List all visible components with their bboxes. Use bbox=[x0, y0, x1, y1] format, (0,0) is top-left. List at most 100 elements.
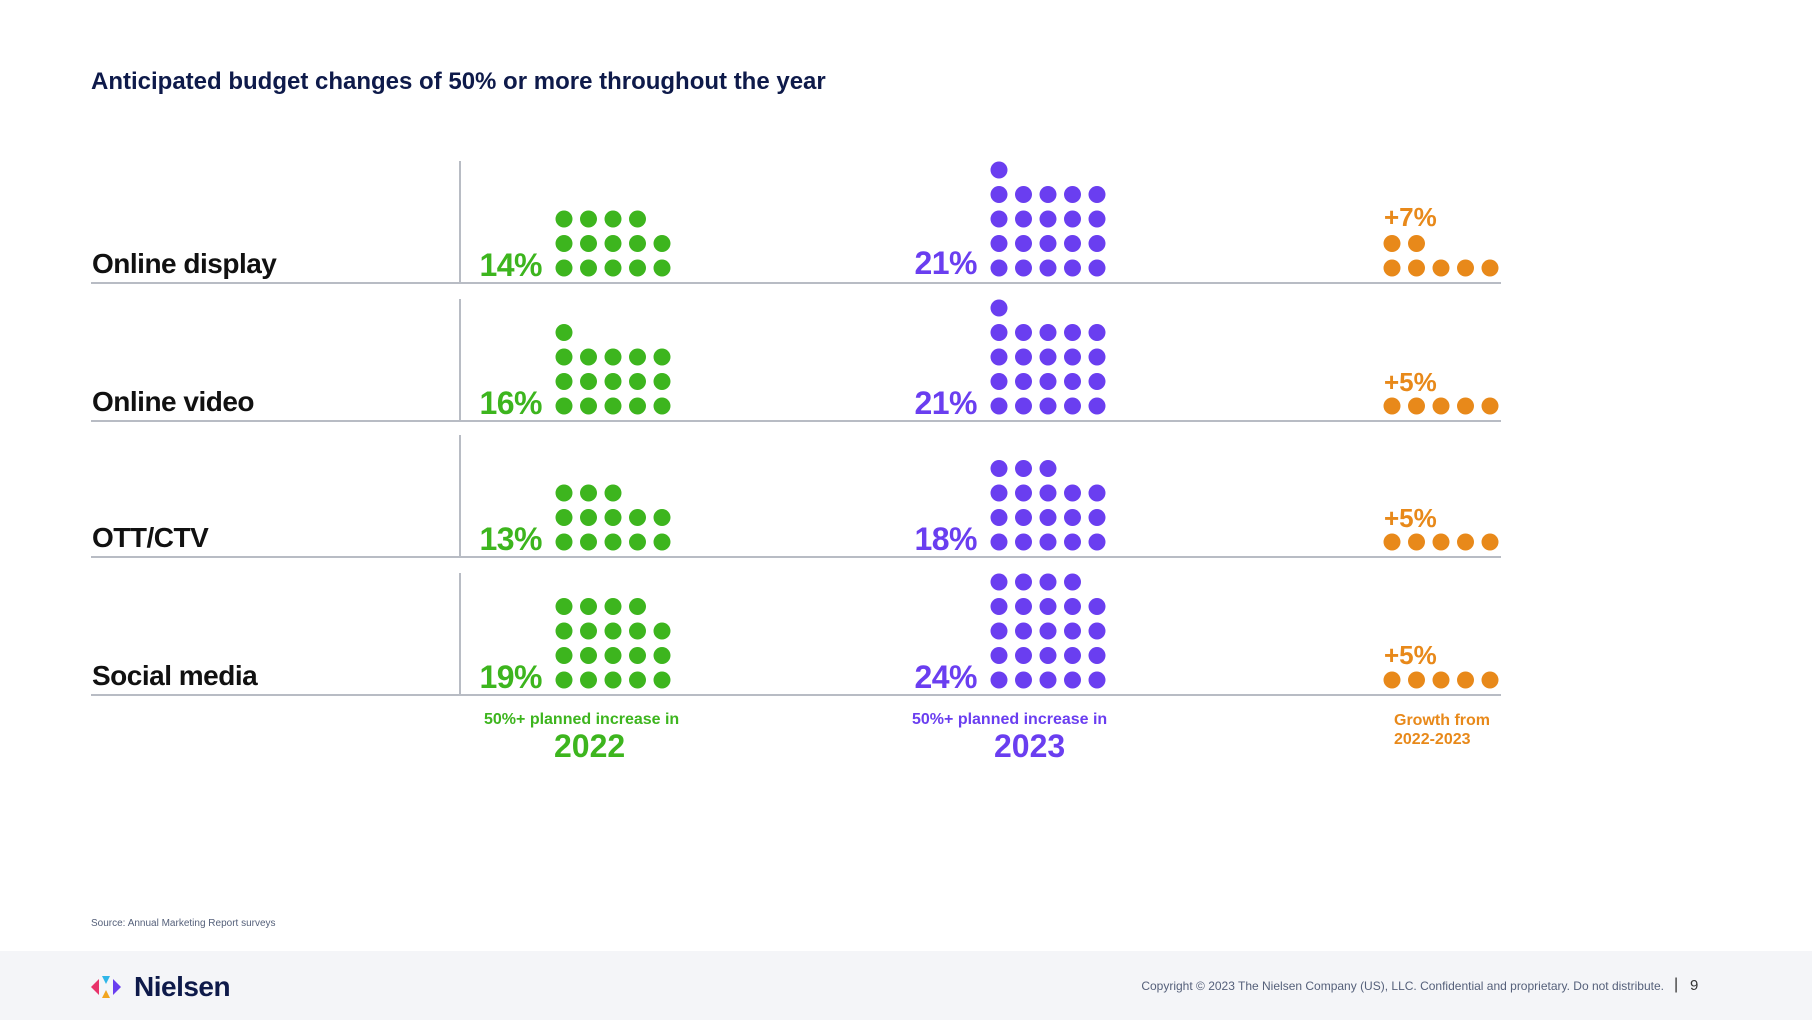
dots-2022-ott-ctv bbox=[555, 484, 671, 551]
dot bbox=[1015, 324, 1032, 341]
dot bbox=[1039, 259, 1057, 277]
nielsen-logo-icon bbox=[91, 976, 121, 998]
dot bbox=[653, 373, 671, 390]
dot bbox=[1015, 397, 1032, 415]
dot bbox=[1088, 348, 1106, 366]
dot bbox=[555, 324, 573, 341]
dot bbox=[1481, 533, 1499, 551]
nielsen-logo: Nielsen bbox=[90, 971, 231, 1002]
dot bbox=[1064, 186, 1081, 203]
dot bbox=[1015, 348, 1032, 366]
dot bbox=[653, 622, 671, 640]
dot bbox=[629, 671, 646, 689]
dot bbox=[1039, 235, 1057, 252]
dot bbox=[1064, 509, 1081, 526]
dot bbox=[1383, 533, 1401, 551]
dot bbox=[653, 397, 671, 415]
dot bbox=[653, 671, 671, 689]
dot bbox=[1039, 671, 1057, 689]
dot bbox=[555, 484, 573, 502]
dot bbox=[1015, 573, 1032, 591]
dot bbox=[1039, 533, 1057, 551]
dot bbox=[580, 373, 597, 390]
dot bbox=[1088, 671, 1106, 689]
legend-growth-caption: Growth from bbox=[1394, 712, 1490, 729]
dot bbox=[990, 509, 1008, 526]
dot bbox=[555, 210, 573, 228]
dot bbox=[990, 235, 1008, 252]
dot bbox=[1039, 397, 1057, 415]
dot bbox=[653, 509, 671, 526]
dot bbox=[653, 647, 671, 664]
dot bbox=[1015, 671, 1032, 689]
dot bbox=[990, 460, 1008, 477]
dot bbox=[1064, 259, 1081, 277]
dot bbox=[555, 259, 573, 277]
dot bbox=[990, 484, 1008, 502]
dot bbox=[1481, 259, 1499, 277]
dot bbox=[1383, 397, 1401, 415]
dot bbox=[580, 348, 597, 366]
dot bbox=[629, 509, 646, 526]
legend-2023-year: 2023 bbox=[994, 728, 1066, 764]
dot bbox=[1039, 324, 1057, 341]
dot bbox=[604, 348, 622, 366]
dot bbox=[1015, 509, 1032, 526]
dot bbox=[1015, 622, 1032, 640]
dot bbox=[1064, 210, 1081, 228]
dot bbox=[604, 235, 622, 252]
footer-bar bbox=[0, 951, 1812, 1020]
dot bbox=[990, 161, 1008, 179]
dot bbox=[1088, 622, 1106, 640]
dot bbox=[1064, 671, 1081, 689]
dot bbox=[1457, 259, 1474, 277]
dot bbox=[1408, 533, 1425, 551]
dot bbox=[1408, 671, 1425, 689]
dot bbox=[1432, 533, 1450, 551]
dot bbox=[1457, 533, 1474, 551]
dot bbox=[1039, 373, 1057, 390]
dot bbox=[1015, 647, 1032, 664]
dot bbox=[1064, 348, 1081, 366]
legend-growth: Growth from 2022-2023 bbox=[1394, 711, 1490, 749]
value-2022-online-video: 16% bbox=[479, 385, 542, 421]
dot bbox=[580, 533, 597, 551]
legend-2023-caption: 50%+ planned increase in bbox=[912, 711, 1108, 728]
dot bbox=[990, 348, 1008, 366]
dot bbox=[1088, 373, 1106, 390]
dot bbox=[604, 622, 622, 640]
dot bbox=[555, 509, 573, 526]
dot bbox=[1015, 484, 1032, 502]
dot bbox=[653, 235, 671, 252]
dot bbox=[990, 373, 1008, 390]
dot bbox=[1088, 210, 1106, 228]
dot bbox=[1088, 533, 1106, 551]
dot bbox=[653, 533, 671, 551]
dot bbox=[1432, 671, 1450, 689]
dot bbox=[1064, 598, 1081, 615]
dot bbox=[990, 397, 1008, 415]
dot bbox=[1408, 235, 1425, 252]
dots-2023-social-media bbox=[990, 573, 1106, 689]
dot bbox=[604, 484, 622, 502]
dot bbox=[604, 373, 622, 390]
dot bbox=[1015, 598, 1032, 615]
dot bbox=[1039, 484, 1057, 502]
dot bbox=[629, 210, 646, 228]
dot bbox=[1383, 259, 1401, 277]
dot bbox=[580, 210, 597, 228]
dot bbox=[604, 671, 622, 689]
dot bbox=[1383, 671, 1401, 689]
dot bbox=[1015, 210, 1032, 228]
dot bbox=[1408, 397, 1425, 415]
dot bbox=[1039, 186, 1057, 203]
value-2022-social-media: 19% bbox=[479, 659, 542, 695]
row-label-online-video: Online video bbox=[92, 386, 255, 417]
dot bbox=[580, 647, 597, 664]
dot bbox=[1088, 598, 1106, 615]
dot bbox=[990, 299, 1008, 317]
dot bbox=[1064, 324, 1081, 341]
dot bbox=[580, 235, 597, 252]
row-label-ott-ctv: OTT/CTV bbox=[92, 522, 209, 553]
dot bbox=[1064, 373, 1081, 390]
